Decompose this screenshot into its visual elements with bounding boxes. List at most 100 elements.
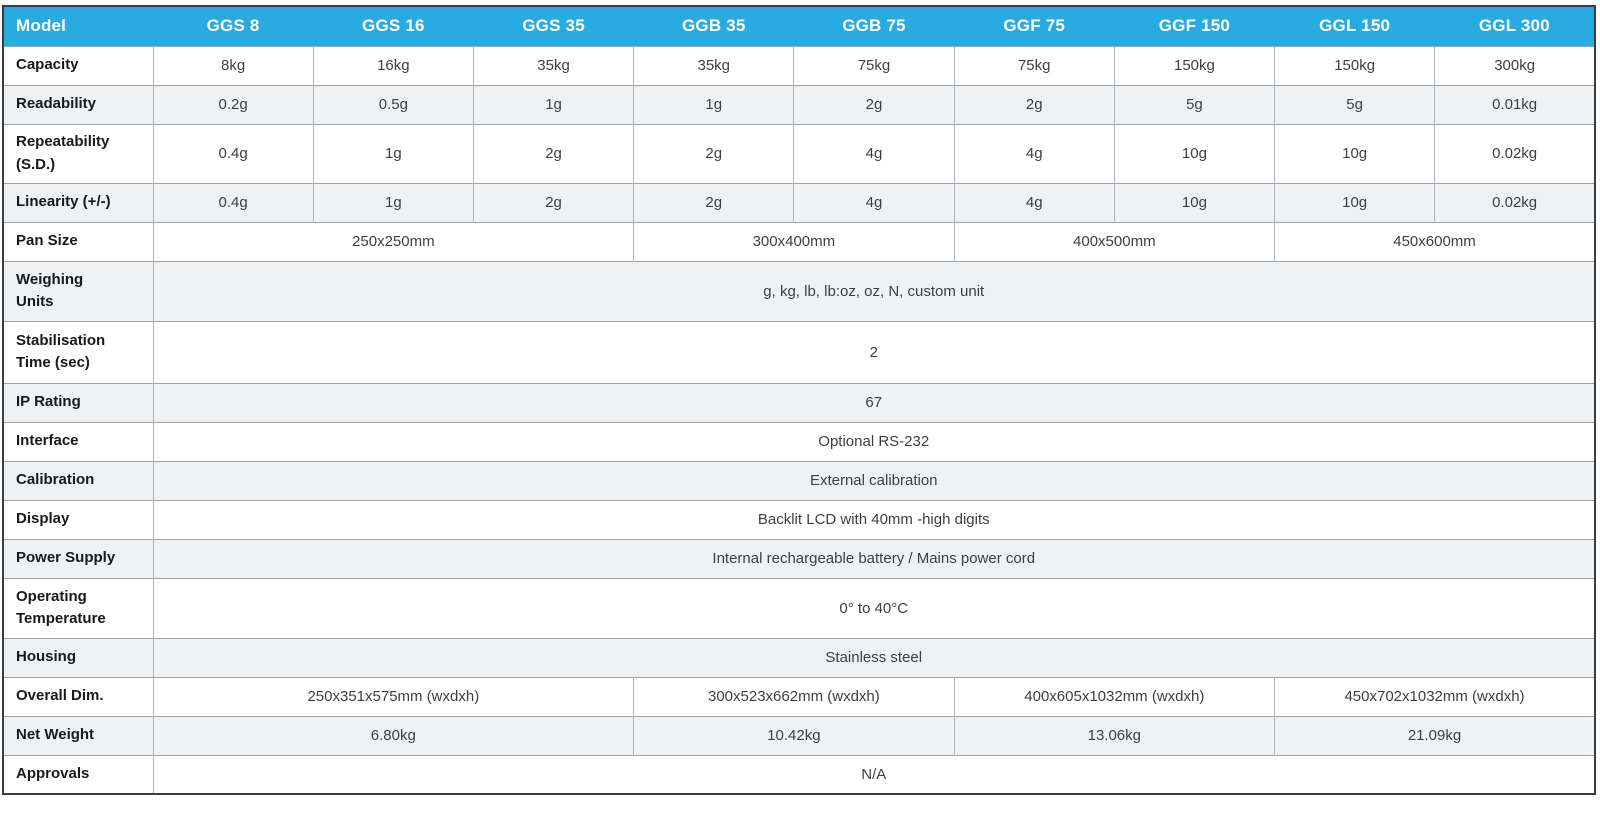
value-cell: 0.02kg xyxy=(1434,124,1595,183)
row-label: Power Supply xyxy=(16,549,116,567)
model-header-cell: GGS 35 xyxy=(473,6,634,46)
model-header-cell: GGL 150 xyxy=(1274,6,1435,46)
value-cell: 0° to 40°C xyxy=(152,578,1595,638)
value-cell: 10g xyxy=(1274,124,1435,183)
value-cell: 8kg xyxy=(152,46,314,85)
model-header-cell: GGF 75 xyxy=(954,6,1115,46)
row-label: Display xyxy=(16,510,70,528)
value-cell: 10g xyxy=(1274,183,1435,222)
value-cell: 0.5g xyxy=(312,85,474,124)
value-cell: 13.06kg xyxy=(953,716,1275,755)
model-header-cell: GGS 16 xyxy=(313,6,474,46)
value-cell: 21.09kg xyxy=(1274,716,1595,755)
value-cell: 35kg xyxy=(472,46,634,85)
value-cell: 75kg xyxy=(953,46,1115,85)
row-label: Linearity (+/-) xyxy=(16,193,111,211)
value-cell: 4g xyxy=(953,124,1115,183)
table-row: Power Supply Internal rechargeable batter… xyxy=(3,539,1595,578)
table-row: Pan Size 250x250mm 300x400mm 400x500mm 450x6… xyxy=(3,222,1595,261)
value-cell: 75kg xyxy=(793,46,955,85)
row-label: Calibration xyxy=(16,471,95,489)
table-row: Approvals N/A xyxy=(3,755,1595,794)
model-header-row: Model GGS 8 GGS 16 GGS 35 GGB 35 GGB 75 GGF 75… xyxy=(3,6,1595,46)
value-cell: 1g xyxy=(633,85,794,124)
value-cell: 300x400mm xyxy=(633,222,955,261)
value-cell: 5g xyxy=(1274,85,1435,124)
model-header-cell: GGL 300 xyxy=(1434,6,1595,46)
row-label: Readability xyxy=(16,95,97,113)
value-cell: 10g xyxy=(1113,183,1275,222)
value-cell: 10.42kg xyxy=(633,716,955,755)
value-cell: External calibration xyxy=(152,461,1595,500)
row-label: Overall Dim. xyxy=(16,687,104,705)
value-cell: 2 xyxy=(152,321,1595,383)
value-cell: 0.4g xyxy=(152,124,314,183)
model-header-cell: GGB 75 xyxy=(793,6,955,46)
value-cell: 2g xyxy=(472,124,634,183)
value-cell: 250x250mm xyxy=(152,222,634,261)
table-row: Housing Stainless steel xyxy=(3,638,1595,677)
value-cell: N/A xyxy=(152,755,1595,794)
model-header-cell: GGB 35 xyxy=(633,6,794,46)
value-cell: Internal rechargeable battery / Mains po… xyxy=(152,539,1595,578)
value-cell: 2g xyxy=(472,183,634,222)
value-cell: 2g xyxy=(633,124,794,183)
value-cell: 150kg xyxy=(1113,46,1275,85)
row-label: Capacity xyxy=(16,56,79,74)
table-row: Linearity (+/-) 0.4g 1g 2g 2g 4g 4g 10g 10g 0.02k… xyxy=(3,183,1595,222)
model-header-cell: GGS 8 xyxy=(153,6,314,46)
table-row: Readability 0.2g 0.5g 1g 1g 2g 2g 5g 5g 0.01kg xyxy=(3,85,1595,124)
table-row: Interface Optional RS-232 xyxy=(3,422,1595,461)
value-cell: 300x523x662mm (wxdxh) xyxy=(633,677,955,716)
value-cell: 150kg xyxy=(1274,46,1435,85)
table-row: Repeatability (S.D.) 0.4g 1g 2g 2g 4g 4g 10g 10g… xyxy=(3,124,1595,183)
value-cell: 300kg xyxy=(1434,46,1595,85)
model-column-header: Model xyxy=(3,6,153,46)
table-row: Display Backlit LCD with 40mm -high digit… xyxy=(3,500,1595,539)
value-cell: 2g xyxy=(633,183,794,222)
row-label: Interface xyxy=(16,432,79,450)
value-cell: 67 xyxy=(152,383,1595,422)
table-row: Overall Dim. 250x351x575mm (wxdxh) 300x523… xyxy=(3,677,1595,716)
value-cell: 6.80kg xyxy=(152,716,634,755)
value-cell: 450x702x1032mm (wxdxh) xyxy=(1274,677,1595,716)
value-cell: 1g xyxy=(312,183,474,222)
row-label: Approvals xyxy=(16,765,90,782)
row-label: Repeatability (S.D.) xyxy=(16,133,110,173)
value-cell: 16kg xyxy=(312,46,474,85)
value-cell: 400x500mm xyxy=(953,222,1275,261)
table-row: Stabilisation Time (sec) 2 xyxy=(3,321,1595,383)
value-cell: Stainless steel xyxy=(152,638,1595,677)
value-cell: 4g xyxy=(793,124,955,183)
value-cell: 1g xyxy=(312,124,474,183)
model-header-cell: GGF 150 xyxy=(1114,6,1275,46)
value-cell: 4g xyxy=(953,183,1115,222)
table-row: Calibration External calibration xyxy=(3,461,1595,500)
spec-table: Model GGS 8 GGS 16 GGS 35 GGB 35 GGB 75 GGF 75… xyxy=(2,5,1596,795)
value-cell: 2g xyxy=(793,85,955,124)
value-cell: 0.4g xyxy=(152,183,314,222)
value-cell: 250x351x575mm (wxdxh) xyxy=(152,677,634,716)
table-row: Operating Temperature 0° to 40°C xyxy=(3,578,1595,638)
value-cell: 400x605x1032mm (wxdxh) xyxy=(953,677,1275,716)
row-label: Weighing Units xyxy=(16,270,84,311)
value-cell: 2g xyxy=(953,85,1115,124)
value-cell: Backlit LCD with 40mm -high digits xyxy=(152,500,1595,539)
spec-table-body: Capacity 8kg 16kg 35kg 35kg 75kg 75kg 150kg 150k… xyxy=(3,46,1595,794)
value-cell: 0.01kg xyxy=(1434,85,1595,124)
value-cell: g, kg, lb, lb:oz, oz, N, custom unit xyxy=(152,261,1595,321)
row-label: IP Rating xyxy=(16,393,81,411)
value-cell: Optional RS-232 xyxy=(152,422,1595,461)
value-cell: 5g xyxy=(1113,85,1275,124)
table-row: Weighing Units g, kg, lb, lb:oz, oz, N, c… xyxy=(3,261,1595,321)
value-cell: 0.2g xyxy=(152,85,314,124)
table-row: IP Rating 67 xyxy=(3,383,1595,422)
row-label: Pan Size xyxy=(16,232,78,250)
row-label: Stabilisation Time (sec) xyxy=(16,331,106,372)
table-row: Capacity 8kg 16kg 35kg 35kg 75kg 75kg 150kg 150k… xyxy=(3,46,1595,85)
value-cell: 4g xyxy=(793,183,955,222)
table-row: Net Weight 6.80kg 10.42kg 13.06kg 21.09kg xyxy=(3,716,1595,755)
value-cell: 0.02kg xyxy=(1434,183,1595,222)
row-label: Housing xyxy=(16,648,76,666)
value-cell: 1g xyxy=(472,85,634,124)
